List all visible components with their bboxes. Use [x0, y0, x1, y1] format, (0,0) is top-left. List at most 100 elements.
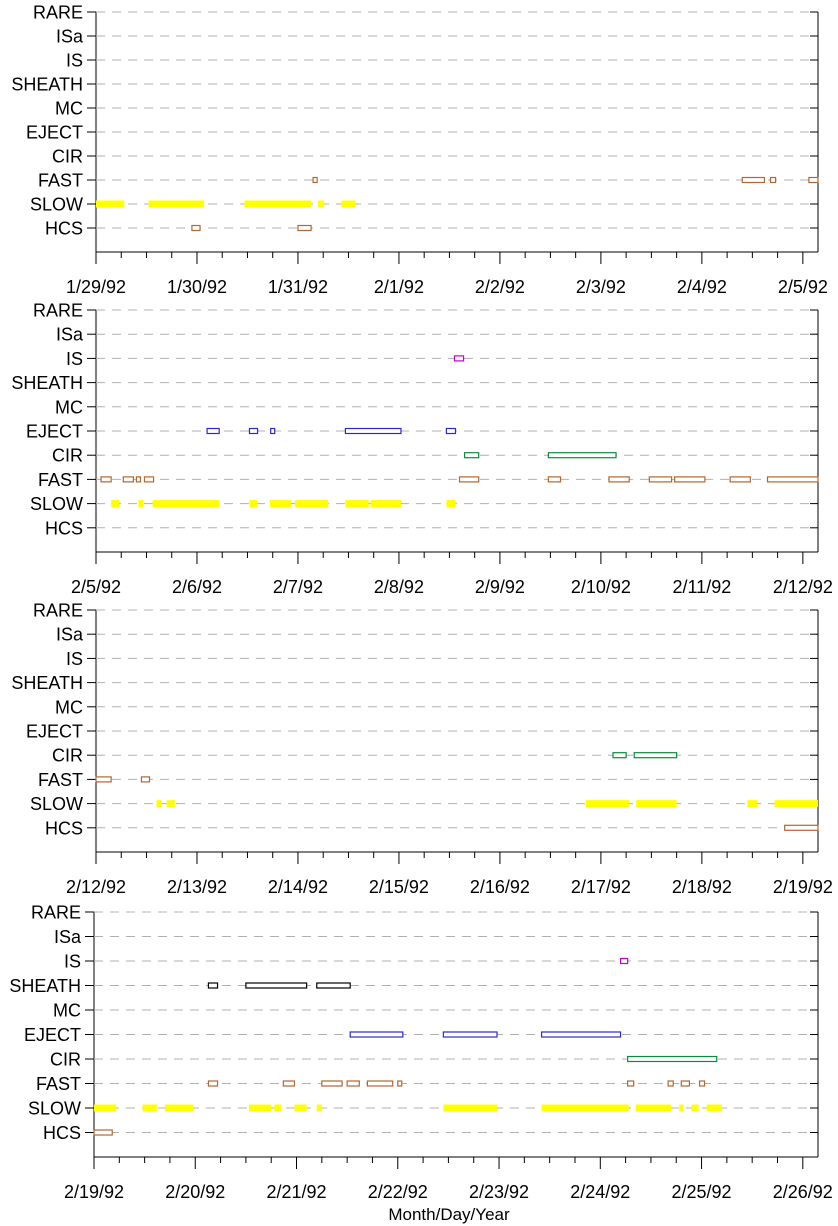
event-mark-fast — [729, 476, 751, 483]
event-mark-slow — [636, 800, 677, 808]
category-label-isa: ISa — [54, 927, 82, 947]
x-tick-label: 2/14/92 — [268, 877, 328, 897]
event-mark-slow — [443, 1104, 498, 1112]
category-label-mc: MC — [55, 99, 83, 119]
x-tick-label: 2/6/92 — [172, 577, 222, 597]
event-mark-fast — [458, 476, 480, 483]
event-mark-fast — [627, 1080, 635, 1087]
category-label-fast: FAST — [38, 770, 83, 790]
x-tick-label: 2/15/92 — [369, 877, 429, 897]
category-label-sheath: SHEATH — [9, 976, 81, 996]
category-label-is: IS — [66, 51, 83, 71]
x-tick-label: 2/23/92 — [469, 1182, 529, 1202]
x-tick-label: 2/8/92 — [374, 577, 424, 597]
x-tick-label: 2/9/92 — [475, 577, 525, 597]
x-tick-label: 1/31/92 — [268, 277, 328, 297]
category-label-rare: RARE — [33, 301, 83, 321]
x-tick-label: 2/20/92 — [165, 1182, 225, 1202]
event-mark-slow — [679, 1104, 684, 1112]
event-mark-slow — [111, 500, 120, 508]
x-tick-label: 2/13/92 — [167, 877, 227, 897]
x-tick-label: 2/24/92 — [570, 1182, 630, 1202]
x-tick-label: 2/19/92 — [773, 877, 833, 897]
x-tick-label: 2/4/92 — [677, 277, 727, 297]
event-mark-slow — [166, 800, 175, 808]
category-label-eject: EJECT — [26, 722, 83, 742]
event-mark-slow — [706, 1104, 722, 1112]
event-mark-fast — [282, 1080, 296, 1087]
x-tick-label: 2/11/92 — [673, 577, 732, 597]
x-tick-label: 2/12/92 — [66, 877, 126, 897]
category-label-isa: ISa — [56, 27, 84, 47]
event-mark-fast — [608, 476, 630, 483]
event-mark-fast — [312, 176, 318, 184]
category-label-cir: CIR — [52, 746, 83, 766]
x-tick-label: 2/1/92 — [374, 277, 424, 297]
panel-4: RARE ISa IS SHEATH MC EJECT CIR FAST SLOW HCS 2/19… — [9, 903, 833, 1203]
category-label-hcs: HCS — [43, 1123, 81, 1143]
category-label-mc: MC — [55, 697, 83, 717]
event-mark-fast — [321, 1080, 343, 1087]
event-mark-eject — [248, 427, 259, 435]
category-label-fast: FAST — [36, 1074, 81, 1094]
category-label-sheath: SHEATH — [11, 373, 83, 393]
event-mark-slow — [294, 500, 329, 508]
event-mark-slow — [774, 800, 818, 808]
event-mark-fast — [143, 476, 155, 483]
x-axis-title: Month/Day/Year — [388, 1205, 510, 1224]
panel-1: RARE ISa IS SHEATH MC EJECT CIR FAST SLOW HCS 1/29… — [11, 3, 828, 298]
event-mark-slow — [244, 200, 312, 208]
event-mark-slow — [635, 1104, 672, 1112]
category-label-rare: RARE — [33, 3, 83, 23]
event-mark-fast — [140, 776, 151, 783]
event-mark-fast — [674, 476, 706, 483]
category-label-mc: MC — [53, 1001, 81, 1021]
event-mark-slow — [249, 500, 258, 508]
panel-3: RARE ISa IS SHEATH MC EJECT CIR FAST SLOW HCS 2/12… — [11, 601, 833, 898]
event-mark-slow — [274, 1104, 282, 1112]
event-mark-fast — [122, 476, 134, 483]
category-label-eject: EJECT — [26, 123, 83, 143]
event-mark-slow — [345, 500, 369, 508]
event-mark-fast — [680, 1080, 691, 1087]
category-label-sheath: SHEATH — [11, 75, 83, 95]
event-mark-fast — [100, 476, 112, 483]
category-label-slow: SLOW — [30, 195, 83, 215]
category-label-fast: FAST — [38, 470, 83, 490]
x-tick-label: 2/12/92 — [773, 577, 833, 597]
event-mark-fast — [808, 176, 819, 184]
event-mark-eject — [445, 427, 457, 435]
event-mark-slow — [541, 1104, 629, 1112]
x-tick-label: 2/22/92 — [368, 1182, 428, 1202]
category-label-is: IS — [66, 649, 83, 669]
event-mark-fast — [366, 1080, 394, 1087]
event-mark-hcs — [191, 224, 201, 232]
category-label-eject: EJECT — [26, 422, 83, 442]
event-mark-fast — [698, 1080, 706, 1087]
event-mark-fast — [769, 176, 777, 184]
event-mark-cir — [547, 452, 617, 459]
event-mark-slow — [294, 1104, 307, 1112]
event-mark-cir — [612, 752, 627, 759]
category-label-hcs: HCS — [45, 219, 83, 239]
event-mark-eject — [349, 1031, 404, 1038]
event-mark-hcs — [93, 1129, 113, 1136]
category-label-slow: SLOW — [30, 494, 83, 514]
x-tick-label: 2/10/92 — [571, 577, 631, 597]
x-tick-label: 2/2/92 — [475, 277, 525, 297]
x-tick-label: 2/25/92 — [672, 1182, 732, 1202]
x-tick-label: 2/16/92 — [470, 877, 530, 897]
event-mark-sheath — [207, 982, 219, 989]
category-label-slow: SLOW — [28, 1099, 81, 1119]
category-label-rare: RARE — [31, 903, 81, 923]
event-mark-fast — [766, 476, 819, 483]
event-mark-eject — [442, 1031, 498, 1038]
event-mark-slow — [142, 1104, 157, 1112]
x-tick-label: 2/5/92 — [778, 277, 828, 297]
category-label-slow: SLOW — [30, 794, 83, 814]
event-mark-hcs — [297, 224, 312, 232]
event-mark-slow — [747, 800, 758, 808]
panels-layer: RARE ISa IS SHEATH MC EJECT CIR FAST SLOW HCS 1/29… — [9, 3, 833, 1203]
event-mark-slow — [446, 500, 456, 508]
